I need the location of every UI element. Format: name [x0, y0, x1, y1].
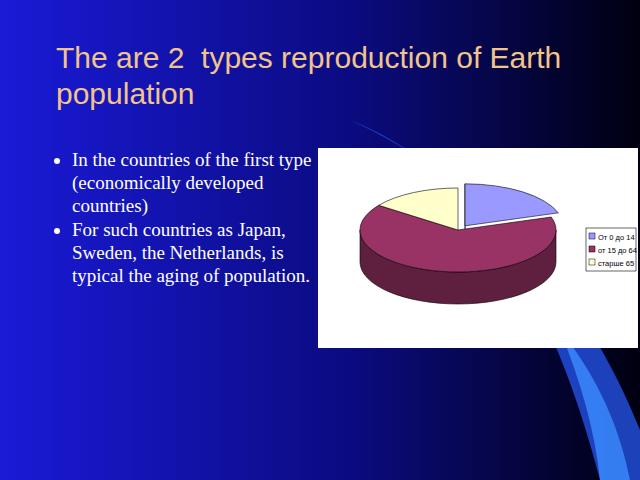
chart: От 0 до 14 от 15 до 64 старше 65: [318, 148, 638, 348]
legend-swatch: [589, 259, 595, 265]
pie-slice: [379, 188, 458, 230]
legend-frame: [586, 228, 636, 271]
legend-label: от 15 до 64: [598, 246, 637, 255]
legend-swatch: [589, 246, 595, 252]
bullet: For such countries as Japan, Sweden, the…: [72, 218, 317, 287]
legend-label: старше 65: [598, 259, 634, 268]
pie: [360, 184, 558, 304]
bullet-list: In the countries of the first type (econ…: [52, 148, 317, 288]
legend: От 0 до 14 от 15 до 64 старше 65: [586, 228, 637, 271]
bullet: In the countries of the first type (econ…: [72, 148, 317, 217]
legend-swatch: [589, 233, 595, 239]
chart-area: [318, 148, 638, 348]
swoosh: [560, 330, 630, 480]
slide: The are 2 types reproduction of Earth po…: [0, 0, 640, 480]
legend-label: От 0 до 14: [598, 233, 635, 242]
background-fill: [0, 0, 640, 480]
page: {"slide": {"title": "The are 2 types rep…: [0, 0, 640, 480]
title: The are 2 types reproduction of Earth po…: [56, 40, 586, 112]
